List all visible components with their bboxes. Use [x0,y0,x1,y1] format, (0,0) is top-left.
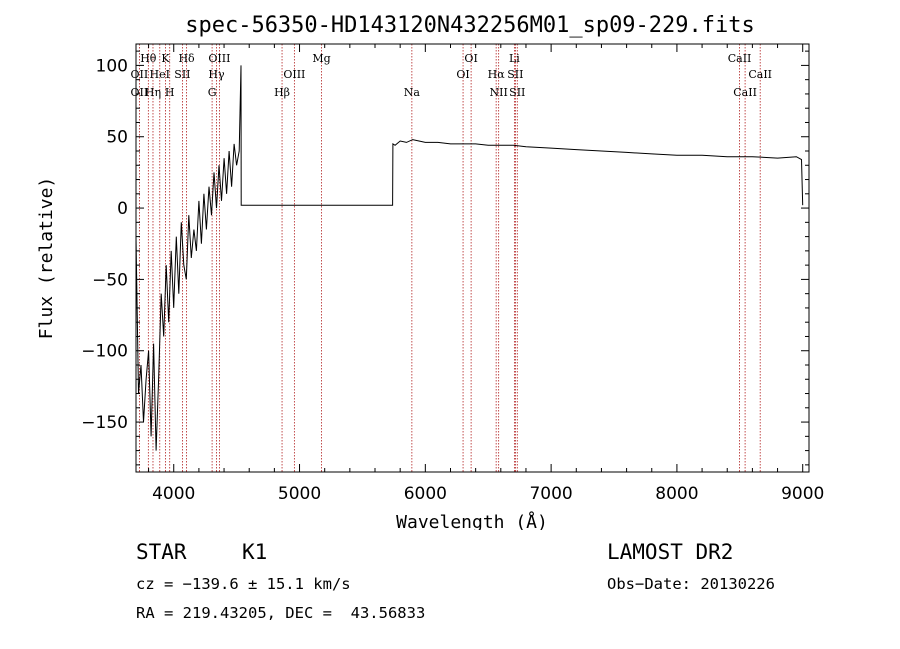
y-axis-ticks: −150 −100 −50 0 50 100 [81,50,809,466]
plot-frame [135,43,810,473]
x-axis-ticks: 4000 5000 6000 7000 8000 9000 [148,44,824,504]
line-marker-label: OII [131,86,149,99]
line-marker-label: OIII [283,68,305,81]
line-marker-label: G [208,86,217,99]
object-class: STAR [136,540,187,564]
spectrum-line [135,65,804,451]
survey-name: LAMOST DR2 [607,540,734,564]
line-marker-label: SII [509,86,525,99]
coordinates: RA = 219.43205, DEC = 43.56833 [136,604,426,622]
x-tick-label: 9000 [781,484,824,504]
line-marker-label: Mg [312,52,330,65]
line-marker-label: NII [490,86,508,99]
line-marker-label: Li [509,52,520,65]
y-tick-label: −50 [92,270,128,290]
observation-date: Obs−Date: 20130226 [607,575,775,593]
line-marker-label: OII [131,68,149,81]
line-marker-label: OI [456,68,469,81]
y-axis-label: Flux (relative) [36,177,57,340]
line-marker-label: Hα [488,68,506,81]
y-tick-label: 50 [106,128,128,148]
spectrum-chart: spec-56350-HD143120N432256M01_sp09-229.f… [36,13,824,530]
x-tick-label: 7000 [529,484,572,504]
line-marker-label: HeI [150,68,170,81]
object-subclass: K1 [242,540,268,564]
spectral-line-markers [138,44,761,472]
line-marker-label: K [161,52,170,65]
line-marker-label: Hβ [274,86,290,99]
y-tick-label: 0 [117,199,128,219]
line-marker-label: Na [404,86,421,99]
y-tick-label: −150 [81,413,128,433]
line-marker-label: Hδ [178,52,195,65]
x-tick-label: 4000 [152,484,195,504]
line-marker-label: Hθ [140,52,157,65]
line-marker-label: SII [507,68,523,81]
x-axis-label: Wavelength (Å) [396,511,548,530]
redshift-velocity: cz = −139.6 ± 15.1 km/s [136,575,351,593]
line-marker-label: Hη [145,86,161,99]
y-tick-label: 100 [96,56,128,76]
line-marker-label: H [165,86,175,99]
line-marker-label: CaII [748,68,772,81]
chart-title: spec-56350-HD143120N432256M01_sp09-229.f… [185,13,755,38]
x-tick-label: 8000 [655,484,698,504]
y-tick-label: −100 [81,342,128,362]
line-marker-label: Hγ [208,68,225,81]
x-tick-label: 6000 [404,484,447,504]
line-marker-label: CaII [733,86,757,99]
x-tick-label: 5000 [278,484,321,504]
line-marker-label: SII [174,68,190,81]
line-marker-label: OI [464,52,477,65]
line-marker-label: CaII [728,52,752,65]
line-marker-label: OIII [208,52,230,65]
